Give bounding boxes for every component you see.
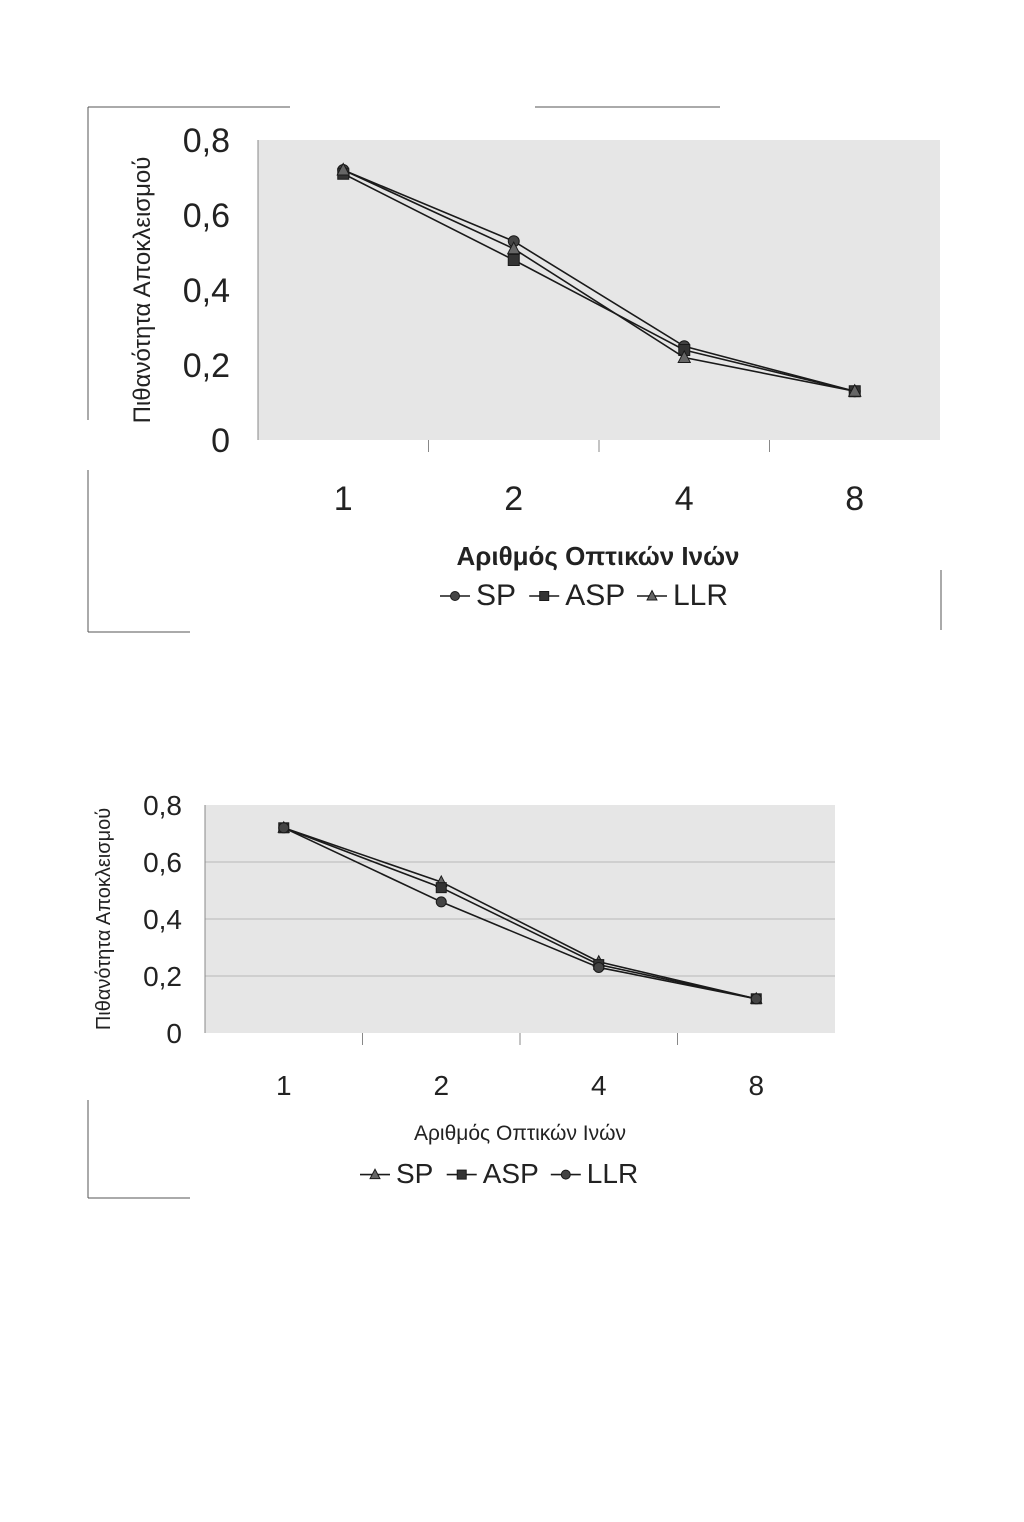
legend-marker-llr bbox=[560, 1169, 571, 1180]
legend-label-sp: SP bbox=[396, 1158, 433, 1189]
series-line-sp bbox=[342, 169, 855, 393]
y-tick-label: 0,2 bbox=[183, 347, 230, 385]
data-point-llr bbox=[750, 993, 762, 1005]
legend-marker-sp bbox=[450, 591, 460, 601]
data-point-asp bbox=[507, 254, 520, 266]
legend-label-asp: ASP bbox=[483, 1158, 539, 1189]
y-tick-label: 0,4 bbox=[183, 272, 230, 310]
x-axis-title: Αριθμός Οπτικών Ινών bbox=[456, 541, 739, 571]
series-line-asp bbox=[342, 173, 855, 393]
x-tick-label: 1 bbox=[276, 1070, 292, 1101]
y-tick-label: 0,6 bbox=[183, 197, 230, 235]
x-tick-label: 8 bbox=[748, 1070, 764, 1101]
legend-label-llr: LLR bbox=[673, 579, 728, 612]
frame-top bbox=[87, 106, 942, 633]
y-tick-label: 0,2 bbox=[143, 961, 182, 992]
data-point-asp bbox=[435, 882, 447, 894]
x-tick-label: 4 bbox=[675, 480, 694, 518]
data-point-llr bbox=[677, 349, 692, 363]
legend-marker-asp bbox=[539, 591, 550, 601]
x-tick-label: 2 bbox=[504, 480, 523, 518]
x-tick-label: 2 bbox=[433, 1070, 449, 1101]
data-point-llr bbox=[593, 961, 605, 973]
x-tick-label: 1 bbox=[334, 480, 353, 518]
legend-label-asp: ASP bbox=[565, 579, 625, 612]
data-point-llr bbox=[278, 822, 290, 834]
y-axis-title: Πιθανότητα Αποκλεισμού bbox=[129, 157, 156, 424]
data-point-llr bbox=[435, 896, 447, 908]
legend-marker-sp bbox=[369, 1168, 381, 1180]
legend-label-sp: SP bbox=[476, 579, 516, 612]
data-point-llr bbox=[336, 162, 351, 176]
series-line-sp bbox=[283, 827, 757, 1000]
legend-marker-asp bbox=[456, 1169, 467, 1180]
y-axis-title: Πιθανότητα Αποκλεισμού bbox=[93, 808, 115, 1030]
legend: SP ASP LLR bbox=[360, 1158, 638, 1189]
series-llr bbox=[336, 162, 862, 397]
legend-label-llr: LLR bbox=[587, 1158, 638, 1189]
y-tick-label: 0 bbox=[166, 1018, 182, 1049]
y-tick-label: 0,8 bbox=[183, 122, 230, 160]
y-tick-label: 0,4 bbox=[143, 904, 182, 935]
legend-marker-llr bbox=[646, 589, 658, 601]
y-tick-label: 0,8 bbox=[143, 790, 182, 821]
series-line-llr bbox=[342, 169, 855, 393]
series-llr bbox=[278, 822, 762, 1005]
y-tick-label: 0,6 bbox=[143, 847, 182, 878]
x-tick-label: 4 bbox=[591, 1070, 607, 1101]
chart-top: 0 0,2 0,4 0,6 0,8 1 2 4 8 Πιθανότητα Αποκλεισμού Α… bbox=[129, 122, 940, 612]
x-tick-label: 8 bbox=[845, 480, 864, 518]
data-point-llr bbox=[847, 383, 862, 397]
x-axis-title: Αριθμός Οπτικών Ινών bbox=[414, 1122, 626, 1145]
frame-bottom bbox=[87, 1100, 190, 1199]
series-line-asp bbox=[283, 827, 757, 1000]
legend: SP ASP LLR bbox=[440, 579, 728, 612]
plot-area bbox=[258, 140, 940, 440]
y-tick-label: 0 bbox=[211, 422, 230, 460]
series-line-llr bbox=[283, 827, 757, 1000]
chart-bottom: 0 0,2 0,4 0,6 0,8 1 2 4 8 Πιθανότητα Αποκλεισμού Α… bbox=[93, 790, 835, 1189]
data-point-llr bbox=[506, 241, 521, 255]
